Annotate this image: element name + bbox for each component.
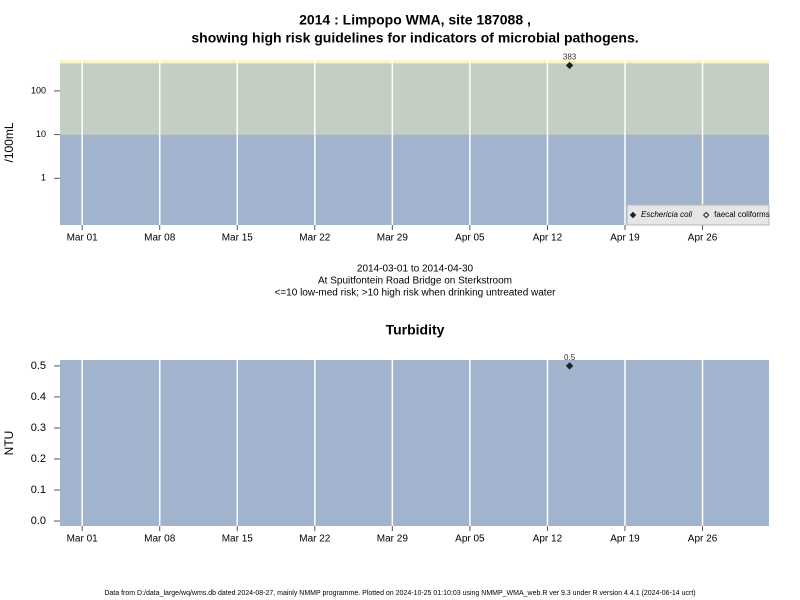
risk-band xyxy=(60,63,769,135)
x-tick-label: Apr 05 xyxy=(455,233,485,244)
legend-box xyxy=(626,204,770,226)
x-tick-label: Mar 08 xyxy=(144,233,176,244)
y-axis-label: NTU xyxy=(2,431,16,456)
footer: Data from D:/data_large/wq/wms.db dated … xyxy=(104,590,695,597)
x-tick-label: Apr 19 xyxy=(610,534,640,545)
x-tick-label: Apr 19 xyxy=(610,233,640,244)
y-tick-label: 100 xyxy=(31,85,46,95)
legend-marker xyxy=(702,211,710,219)
y-tick-label: 0.2 xyxy=(31,453,46,465)
x-tick-label: Mar 08 xyxy=(144,534,176,545)
y-tick-label: 0.1 xyxy=(31,484,46,496)
chart-title: 2014 : Limpopo WMA, site 187088 , xyxy=(299,12,531,28)
legend-label: faecal coliforms xyxy=(714,210,770,219)
x-tick-label: Mar 15 xyxy=(222,233,254,244)
x-tick-label: Apr 12 xyxy=(533,233,563,244)
data-label: 0.5 xyxy=(564,353,576,362)
legend-label: Eschericia coli xyxy=(641,210,692,219)
y-tick-label: 0.4 xyxy=(31,391,46,403)
caption: At Spuitfontein Road Bridge on Sterkstro… xyxy=(318,276,512,287)
y-tick-label: 0.3 xyxy=(31,422,46,434)
data-point xyxy=(565,61,574,70)
x-tick-label: Mar 01 xyxy=(67,534,99,545)
chart-title: showing high risk guidelines for indicat… xyxy=(191,30,638,46)
x-tick-label: Mar 01 xyxy=(67,233,99,244)
y-tick-label: 0.5 xyxy=(31,360,46,372)
data-point xyxy=(565,362,574,370)
caption: <=10 low-med risk; >10 high risk when dr… xyxy=(275,288,557,299)
chart-title: Turbidity xyxy=(386,322,445,338)
y-tick-label: 0.0 xyxy=(31,515,46,527)
x-tick-label: Mar 29 xyxy=(377,534,409,545)
y-axis-label: /100mL xyxy=(2,122,16,162)
data-label: 383 xyxy=(563,53,577,62)
x-tick-label: Apr 12 xyxy=(533,534,563,545)
x-tick-label: Mar 22 xyxy=(299,534,331,545)
x-tick-label: Apr 26 xyxy=(688,233,718,244)
risk-band xyxy=(60,360,769,526)
x-tick-label: Mar 22 xyxy=(299,233,331,244)
risk-band xyxy=(60,60,769,64)
x-tick-label: Apr 05 xyxy=(455,534,485,545)
legend-marker xyxy=(629,211,637,219)
x-tick-label: Mar 15 xyxy=(222,534,254,545)
x-tick-label: Apr 26 xyxy=(688,534,718,545)
x-tick-label: Mar 29 xyxy=(377,233,409,244)
caption: 2014-03-01 to 2014-04-30 xyxy=(357,264,474,275)
y-tick-label: 1 xyxy=(41,173,46,183)
y-tick-label: 10 xyxy=(36,129,46,139)
